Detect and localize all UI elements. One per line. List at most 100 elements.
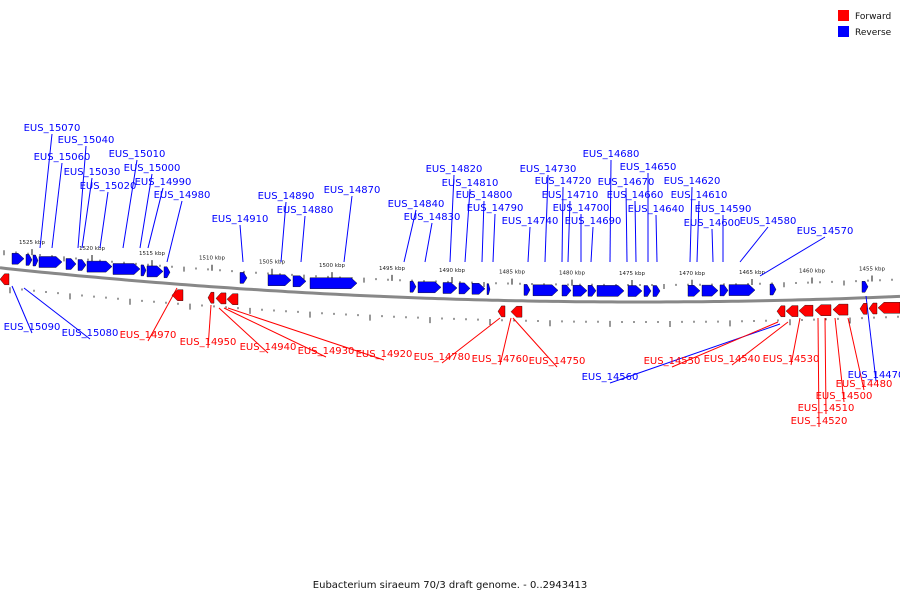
gene-leader-line bbox=[790, 317, 801, 366]
reverse-gene-arrow bbox=[11, 252, 25, 265]
reverse-gene-arrow bbox=[486, 283, 491, 295]
gene-label-eus-14920: EUS_14920 bbox=[356, 349, 413, 360]
reverse-gene-arrow bbox=[32, 254, 39, 267]
reverse-gene-arrow bbox=[572, 285, 588, 297]
reverse-gene-arrow bbox=[769, 283, 777, 296]
gene-leader-line bbox=[424, 222, 433, 263]
gene-label-eus-14600: EUS_14600 bbox=[684, 218, 741, 229]
scale-tick-label: 1510 kbp bbox=[199, 256, 225, 262]
legend-forward-swatch bbox=[838, 10, 849, 21]
gene-leader-line bbox=[139, 173, 153, 249]
gene-leader-line bbox=[655, 214, 658, 263]
gene-label-eus-14990: EUS_14990 bbox=[135, 177, 192, 188]
gene-label-eus-15070: EUS_15070 bbox=[24, 123, 81, 134]
gene-leader-line bbox=[512, 317, 558, 368]
scale-tick-label: 1500 kbp bbox=[319, 263, 345, 269]
reverse-gene-arrow bbox=[112, 263, 141, 275]
gene-leader-line bbox=[696, 200, 700, 263]
reverse-gene-arrow bbox=[861, 281, 869, 293]
gene-leader-line bbox=[207, 304, 212, 349]
scale-tick-label: 1465 kbp bbox=[739, 270, 765, 276]
gene-leader-line bbox=[227, 307, 385, 361]
reverse-gene-arrow bbox=[309, 277, 358, 289]
gene-label-eus-14470: EUS_14470 bbox=[848, 370, 900, 381]
gene-leader-line bbox=[671, 321, 779, 368]
scale-tick-label: 1475 kbp bbox=[619, 271, 645, 277]
forward-gene-arrow bbox=[207, 292, 215, 304]
reverse-gene-arrow bbox=[587, 285, 597, 297]
gene-leader-line bbox=[403, 209, 417, 263]
legend-reverse-label: Reverse bbox=[855, 28, 892, 38]
gene-label-eus-14610: EUS_14610 bbox=[671, 190, 728, 201]
gene-label-eus-14970: EUS_14970 bbox=[120, 330, 177, 341]
gene-label-eus-14710: EUS_14710 bbox=[542, 190, 599, 201]
gene-leader-line bbox=[464, 188, 471, 263]
gene-leader-line bbox=[625, 187, 628, 263]
forward-gene-arrow bbox=[215, 292, 227, 305]
gene-label-eus-14730: EUS_14730 bbox=[520, 164, 577, 175]
genome-backbone bbox=[0, 266, 900, 304]
reverse-gene-arrow bbox=[532, 284, 559, 296]
gene-label-eus-14930: EUS_14930 bbox=[298, 346, 355, 357]
gene-leader-line bbox=[759, 236, 826, 277]
reverse-gene-arrow bbox=[77, 259, 87, 271]
gene-label-eus-14520: EUS_14520 bbox=[791, 416, 848, 427]
gene-leader-line bbox=[239, 224, 244, 263]
gene-leader-line bbox=[739, 226, 769, 263]
forward-gene-arrow bbox=[776, 305, 786, 317]
reverse-gene-arrow bbox=[687, 285, 701, 297]
gene-leader-line bbox=[731, 321, 789, 366]
gene-leader-line bbox=[99, 191, 109, 249]
gene-label-eus-14620: EUS_14620 bbox=[664, 176, 721, 187]
forward-gene-arrow bbox=[497, 305, 506, 318]
gene-label-eus-14690: EUS_14690 bbox=[565, 216, 622, 227]
gene-label-eus-14820: EUS_14820 bbox=[426, 164, 483, 175]
forward-gene-arrow bbox=[868, 302, 878, 315]
reverse-gene-arrow bbox=[596, 285, 625, 297]
forward-gene-arrow bbox=[814, 304, 832, 316]
gene-label-eus-14530: EUS_14530 bbox=[763, 354, 820, 365]
gene-leader-line bbox=[847, 317, 865, 391]
genome-caption: Eubacterium siraeum 70/3 draft genome. -… bbox=[313, 580, 587, 591]
forward-gene-arrow bbox=[785, 305, 799, 317]
gene-label-eus-14480: EUS_14480 bbox=[836, 379, 893, 390]
gene-label-eus-14720: EUS_14720 bbox=[535, 176, 592, 187]
gene-leader-line bbox=[689, 186, 693, 263]
gene-label-eus-14740: EUS_14740 bbox=[502, 216, 559, 227]
reverse-gene-arrow bbox=[728, 284, 756, 296]
gene-leader-line bbox=[77, 145, 87, 249]
scale-tick-label: 1515 kbp bbox=[139, 251, 165, 257]
gene-leader-line bbox=[499, 317, 512, 366]
forward-gene-arrow bbox=[226, 293, 239, 305]
gene-label-eus-14510: EUS_14510 bbox=[798, 403, 855, 414]
gene-leader-line bbox=[441, 317, 501, 364]
gene-leader-line bbox=[590, 226, 594, 263]
gene-leader-line bbox=[481, 200, 485, 263]
legend-forward-label: Forward bbox=[855, 12, 891, 22]
legend-reverse-swatch bbox=[838, 26, 849, 37]
gene-label-eus-14780: EUS_14780 bbox=[414, 352, 471, 363]
gene-leader-line bbox=[544, 174, 549, 263]
gene-label-eus-14540: EUS_14540 bbox=[704, 354, 761, 365]
reverse-gene-arrow bbox=[561, 284, 572, 297]
reverse-gene-arrow bbox=[471, 283, 486, 295]
scale-tick-label: 1470 kbp bbox=[679, 271, 705, 277]
gene-label-eus-14870: EUS_14870 bbox=[324, 185, 381, 196]
gene-label-eus-14590: EUS_14590 bbox=[695, 204, 752, 215]
gene-leader-line bbox=[147, 287, 178, 342]
gene-leader-line bbox=[567, 200, 571, 263]
forward-gene-arrow bbox=[171, 289, 184, 301]
reverse-gene-arrow bbox=[292, 275, 307, 287]
reverse-gene-arrow bbox=[65, 258, 77, 270]
reverse-gene-arrow bbox=[417, 281, 442, 293]
gene-label-eus-14670: EUS_14670 bbox=[598, 177, 655, 188]
gene-label-eus-14890: EUS_14890 bbox=[258, 191, 315, 202]
gene-label-eus-15030: EUS_15030 bbox=[64, 167, 121, 178]
gene-label-eus-14980: EUS_14980 bbox=[154, 190, 211, 201]
gene-leader-line bbox=[300, 215, 306, 263]
scale-tick-label: 1495 kbp bbox=[379, 266, 405, 272]
gene-label-eus-15060: EUS_15060 bbox=[34, 152, 91, 163]
gene-leader-line bbox=[343, 195, 353, 263]
gene-leader-line bbox=[147, 187, 164, 249]
